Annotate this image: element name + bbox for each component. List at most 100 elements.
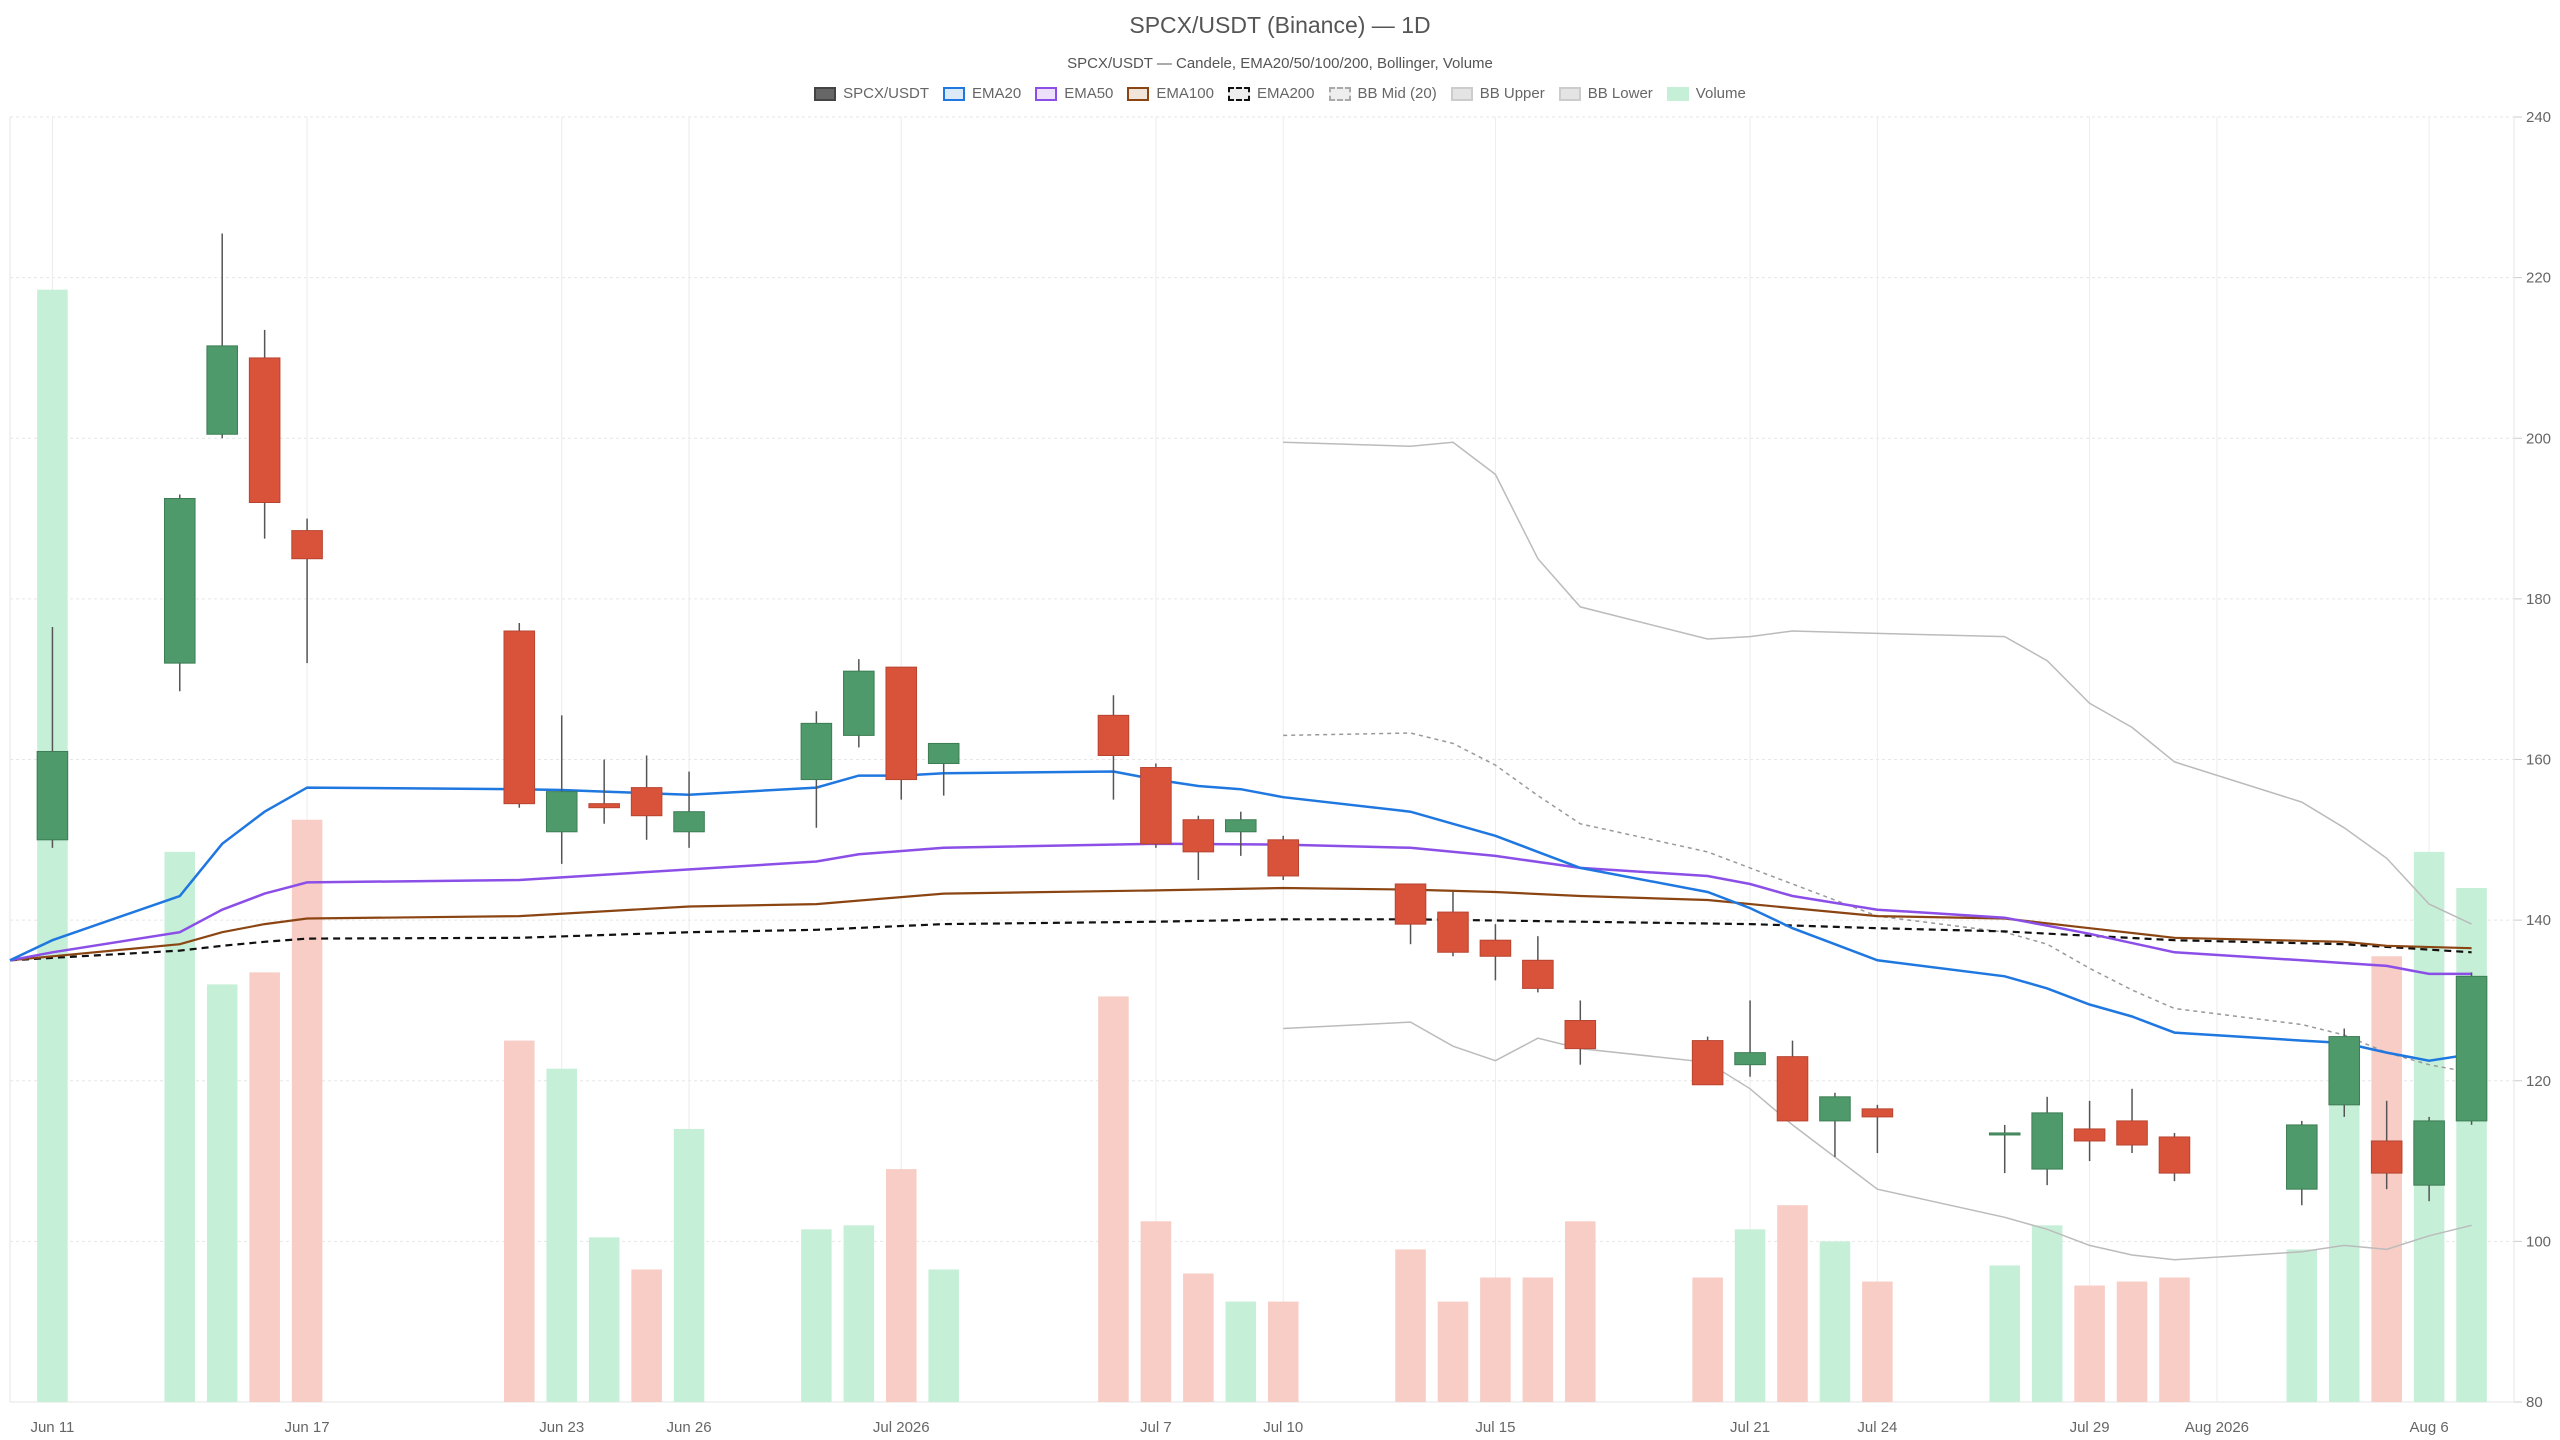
y-tick-label: 200 [2526, 430, 2551, 447]
candles [36, 233, 2488, 1206]
x-tick-label: Jun 17 [285, 1419, 330, 1436]
candle-body [248, 357, 281, 503]
legend-item[interactable]: EMA100 [1127, 85, 1214, 102]
x-tick-label: Jul 15 [1475, 1419, 1515, 1436]
candle-body [843, 670, 875, 736]
volume-bar [673, 1128, 705, 1402]
candle-body [206, 345, 238, 435]
legend-label: Volume [1695, 85, 1746, 102]
volume-bar [1267, 1301, 1299, 1402]
y-tick-label: 160 [2526, 752, 2551, 769]
x-tick-label: Jun 26 [667, 1419, 712, 1436]
volume-bar [2159, 1277, 2190, 1402]
x-tick-label: Jul 10 [1263, 1419, 1303, 1436]
legend-swatch [1127, 86, 1150, 101]
volume-bar [843, 1225, 875, 1402]
volume-bar [2116, 1281, 2148, 1402]
legend-swatch [1450, 86, 1473, 101]
candle-body [1225, 819, 1257, 833]
volume-bar [2456, 888, 2487, 1402]
candle-body [2370, 1140, 2403, 1174]
legend-item[interactable]: EMA20 [943, 85, 1021, 102]
legend-label: BB Lower [1587, 85, 1653, 102]
y-tick-label: 80 [2526, 1394, 2543, 1411]
volume-bar [1522, 1277, 1554, 1402]
volume-bar [1734, 1229, 1766, 1402]
ema-lines [9, 770, 2472, 1062]
volume-bar [1565, 1221, 1596, 1402]
x-tick-label: Jun 23 [539, 1419, 584, 1436]
candle-body [545, 791, 578, 833]
volume-bars [37, 289, 2487, 1402]
candle-body [2116, 1120, 2148, 1146]
candle-body [588, 803, 620, 809]
candle-body [885, 666, 918, 781]
grid-lines [9, 116, 2522, 1403]
candle-body [1819, 1096, 1851, 1122]
chart-legend: SPCX/USDT EMA20 EMA50 EMA100 EMA200 BB Mid (2… [0, 85, 2560, 102]
volume-bar [885, 1169, 917, 1402]
volume-bar [1777, 1205, 1808, 1402]
x-tick-label: Jul 29 [2070, 1419, 2110, 1436]
ema50-line [9, 842, 2472, 976]
legend-swatch [1666, 86, 1689, 101]
volume-bar [1395, 1249, 1426, 1402]
legend-label: BB Upper [1479, 85, 1545, 102]
legend-swatch [814, 86, 837, 101]
volume-bar [2286, 1249, 2318, 1402]
x-tick-label: Jul 24 [1857, 1419, 1897, 1436]
volume-bar [1862, 1281, 1893, 1402]
candle-body [2328, 1036, 2361, 1106]
volume-bar [631, 1269, 662, 1402]
legend-item[interactable]: EMA200 [1227, 85, 1315, 102]
volume-bar [2031, 1225, 2063, 1402]
volume-bar [1140, 1221, 1172, 1402]
legend-label: EMA20 [972, 85, 1022, 102]
candle-body [2455, 975, 2488, 1122]
volume-bar [588, 1237, 620, 1402]
legend-item[interactable]: Volume [1666, 85, 1746, 102]
volume-bar [1480, 1277, 1511, 1402]
volume-bar [1989, 1265, 2020, 1402]
volume-bar [291, 819, 323, 1402]
candle-body [1522, 959, 1554, 989]
candle-body [2413, 1120, 2445, 1186]
bb-upper-line [1283, 441, 2472, 925]
legend-label: EMA100 [1156, 85, 1214, 102]
volume-bar [1225, 1301, 1257, 1402]
candle-body [163, 497, 196, 664]
x-tick-label: Jul 2026 [873, 1419, 930, 1436]
bb-lower-line [1283, 1021, 2472, 1261]
legend-item[interactable]: BB Lower [1558, 85, 1653, 102]
candle-body [630, 787, 663, 817]
candle-body [1140, 767, 1172, 845]
candle-body [36, 750, 69, 841]
legend-label: EMA200 [1256, 85, 1315, 102]
x-tick-label: Jun 11 [30, 1419, 74, 1436]
ema100-line [9, 886, 2472, 962]
volume-bar [206, 984, 238, 1402]
volume-bar [546, 1068, 578, 1402]
legend-item[interactable]: BB Upper [1450, 85, 1545, 102]
volume-bar [1437, 1301, 1469, 1402]
y-tick-label: 100 [2526, 1233, 2551, 1250]
legend-label: EMA50 [1064, 85, 1114, 102]
legend-item[interactable]: EMA50 [1035, 85, 1113, 102]
x-tick-label: Aug 2026 [2185, 1419, 2249, 1436]
candle-body [800, 722, 833, 781]
legend-label: BB Mid (20) [1357, 85, 1437, 102]
candle-body [2031, 1112, 2063, 1170]
candle-body [2073, 1128, 2106, 1142]
legend-label: SPCX/USDT [843, 85, 929, 102]
volume-bar [928, 1269, 959, 1402]
y-axis-ticks: 80 100 120 140 160 180 200 220 240 [2526, 109, 2551, 1411]
legend-item[interactable]: SPCX/USDT [814, 85, 929, 102]
x-tick-label: Jul 7 [1140, 1419, 1172, 1436]
candle-body [673, 811, 705, 833]
candle-body [1861, 1108, 1894, 1118]
legend-swatch [1558, 86, 1581, 101]
legend-item[interactable]: BB Mid (20) [1328, 85, 1437, 102]
x-tick-label: Aug 6 [2410, 1419, 2449, 1436]
candle-body [2286, 1124, 2318, 1190]
